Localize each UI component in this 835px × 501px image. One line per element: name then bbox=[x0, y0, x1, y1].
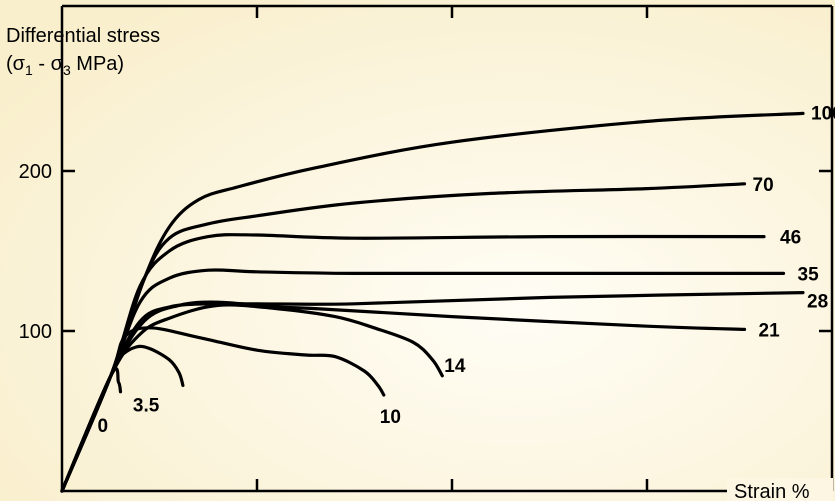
axis-ticks: 123100200 bbox=[19, 6, 832, 501]
curve-label-46: 46 bbox=[780, 228, 801, 249]
curve-label-28: 28 bbox=[807, 292, 828, 313]
x-axis-title: Strain % bbox=[734, 481, 810, 501]
curve-label-3-5: 3.5 bbox=[133, 395, 160, 416]
x-axis-title-backdrop bbox=[727, 478, 833, 501]
x-tick-label: 3 bbox=[641, 498, 652, 501]
curve-labels: 100 70 46 35 28 21 14 10 3.5 0 bbox=[98, 103, 835, 436]
curve-label-70: 70 bbox=[753, 175, 774, 196]
curve-label-35: 35 bbox=[798, 264, 820, 285]
curve-label-21: 21 bbox=[759, 320, 781, 341]
curves bbox=[60, 111, 805, 493]
curve-label-10: 10 bbox=[380, 407, 401, 428]
y-tick-label: 100 bbox=[19, 321, 52, 343]
curve-label-0: 0 bbox=[98, 416, 109, 437]
y-axis-title-line2: (σ1 - σ3 MPa) bbox=[6, 53, 124, 78]
curve-label-100: 100 bbox=[811, 103, 835, 124]
y-tick-label: 200 bbox=[19, 161, 52, 183]
curve-label-14: 14 bbox=[444, 356, 466, 377]
y-axis-title-line1: Differential stress bbox=[6, 25, 160, 47]
curve-0 bbox=[60, 367, 123, 493]
x-tick-label: 1 bbox=[251, 498, 262, 501]
x-tick-label: 2 bbox=[446, 498, 457, 501]
